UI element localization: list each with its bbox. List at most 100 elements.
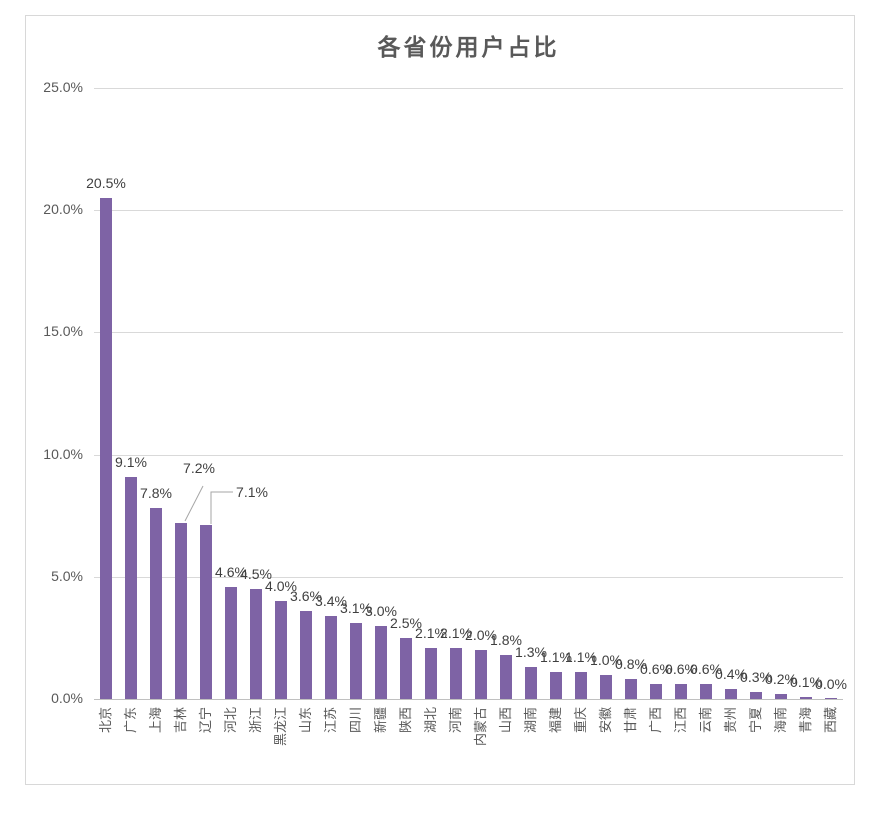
bar: [750, 692, 762, 699]
bar-value-label: 1.0%: [590, 652, 622, 668]
bar: [725, 689, 737, 699]
bar: [325, 616, 337, 699]
bar: [350, 623, 362, 699]
x-axis-label-text: 贵州: [723, 707, 738, 734]
x-axis-label-text: 四川: [348, 707, 363, 734]
x-axis-label-text: 辽宁: [198, 707, 213, 734]
bar-value-label: 0.6%: [690, 661, 722, 677]
bar: [575, 672, 587, 699]
bar: [550, 672, 562, 699]
bar-value-label: 7.2%: [183, 460, 215, 476]
gridline: [94, 332, 843, 333]
bar: [525, 667, 537, 699]
x-axis-label-text: 青海: [798, 707, 813, 734]
bar-value-label: 0.1%: [790, 674, 822, 690]
bar: [250, 589, 262, 699]
y-axis-tick-label: 20.0%: [43, 201, 83, 217]
bar-value-label: 1.3%: [515, 644, 547, 660]
bar-value-label: 20.5%: [86, 175, 126, 191]
x-axis-label-text: 上海: [148, 707, 163, 734]
bar-value-label: 3.0%: [365, 603, 397, 619]
bar-value-label: 4.5%: [240, 566, 272, 582]
bar: [625, 679, 637, 699]
x-axis-label-text: 安徽: [598, 707, 613, 734]
x-axis-label-text: 广东: [123, 707, 138, 734]
bar-value-label: 0.2%: [765, 671, 797, 687]
bar-value-label: 7.8%: [140, 485, 172, 501]
bar-value-label: 4.6%: [215, 564, 247, 580]
x-axis-label-text: 江西: [673, 707, 688, 734]
x-axis-label-text: 吉林: [173, 707, 188, 734]
x-axis-label-text: 黑龙江: [273, 707, 288, 747]
bar: [375, 626, 387, 699]
x-axis-label-text: 河北: [223, 707, 238, 734]
x-axis-label-text: 北京: [98, 707, 113, 734]
y-axis-tick-label: 25.0%: [43, 79, 83, 95]
x-axis-label-text: 内蒙古: [473, 707, 488, 747]
bar-value-label: 2.0%: [465, 627, 497, 643]
bar-value-label: 1.1%: [565, 649, 597, 665]
bar: [500, 655, 512, 699]
x-axis-label-text: 山西: [498, 707, 513, 734]
bar-value-label: 9.1%: [115, 454, 147, 470]
bar-value-label: 1.1%: [540, 649, 572, 665]
x-axis-label-text: 湖北: [423, 707, 438, 734]
bar: [100, 198, 112, 699]
x-axis-label-text: 浙江: [248, 707, 263, 734]
bar: [600, 675, 612, 699]
bar: [775, 694, 787, 699]
x-axis-label-text: 西藏: [823, 707, 838, 734]
bar-value-label: 3.6%: [290, 588, 322, 604]
x-axis-label-text: 海南: [773, 707, 788, 734]
bar: [175, 523, 187, 699]
x-axis-label-text: 福建: [548, 707, 563, 734]
bar: [125, 477, 137, 699]
x-axis-line: [94, 699, 843, 700]
bar-value-label: 3.4%: [315, 593, 347, 609]
bar: [400, 638, 412, 699]
y-axis-tick-label: 10.0%: [43, 446, 83, 462]
bar: [675, 684, 687, 699]
x-axis-label-text: 广西: [648, 707, 663, 734]
x-axis-label-text: 甘肃: [623, 707, 638, 734]
bar-value-label: 0.8%: [615, 656, 647, 672]
chart-frame: [25, 15, 855, 785]
bar: [275, 601, 287, 699]
y-axis-tick-label: 0.0%: [51, 690, 83, 706]
gridline: [94, 577, 843, 578]
bar: [150, 508, 162, 699]
bar: [300, 611, 312, 699]
bar-value-label: 0.0%: [815, 676, 847, 692]
x-axis-label-text: 江苏: [323, 707, 338, 734]
bar-value-label: 0.6%: [640, 661, 672, 677]
bar: [700, 684, 712, 699]
x-axis-label-text: 河南: [448, 707, 463, 734]
bar: [450, 648, 462, 699]
bar-value-label: 1.8%: [490, 632, 522, 648]
bar: [425, 648, 437, 699]
bar: [225, 587, 237, 699]
bar: [475, 650, 487, 699]
x-axis-label-text: 宁夏: [748, 707, 763, 734]
bar: [650, 684, 662, 699]
x-axis-label-text: 云南: [698, 707, 713, 734]
gridline: [94, 210, 843, 211]
chart-title: 各省份用户占比: [377, 34, 560, 61]
bar-value-label: 7.1%: [236, 484, 268, 500]
x-axis-label-text: 山东: [298, 707, 313, 734]
bar-value-label: 4.0%: [265, 578, 297, 594]
bar-value-label: 3.1%: [340, 600, 372, 616]
bar-value-label: 0.3%: [740, 669, 772, 685]
gridline: [94, 455, 843, 456]
bar: [800, 697, 812, 699]
bar-value-label: 0.6%: [665, 661, 697, 677]
bar-value-label: 2.1%: [415, 625, 447, 641]
x-axis-label-text: 陕西: [398, 707, 413, 734]
bar-value-label: 0.4%: [715, 666, 747, 682]
bar-value-label: 2.1%: [440, 625, 472, 641]
y-axis-tick-label: 15.0%: [43, 323, 83, 339]
bar-value-label: 2.5%: [390, 615, 422, 631]
x-axis-label-text: 新疆: [373, 707, 388, 734]
gridline: [94, 88, 843, 89]
